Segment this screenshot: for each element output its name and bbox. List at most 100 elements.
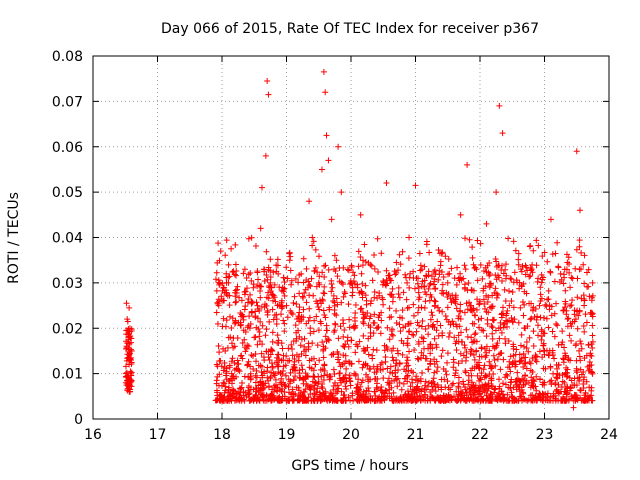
data-point <box>385 272 392 279</box>
data-point <box>421 305 428 312</box>
data-point <box>555 263 562 270</box>
data-point <box>435 304 442 311</box>
data-point <box>483 333 490 340</box>
data-point-key <box>258 184 265 191</box>
data-point <box>306 357 313 364</box>
data-point <box>561 344 568 351</box>
data-point <box>496 335 503 342</box>
grid-lines <box>93 56 609 419</box>
data-point <box>285 383 292 390</box>
data-point <box>301 348 308 355</box>
data-point <box>239 380 246 387</box>
data-point <box>312 246 319 253</box>
data-point <box>361 241 368 248</box>
data-point <box>551 333 558 340</box>
data-point <box>509 288 516 295</box>
data-point <box>543 315 550 322</box>
data-point <box>486 347 493 354</box>
data-point-key <box>528 379 535 386</box>
data-point <box>295 279 302 286</box>
data-point <box>491 356 498 363</box>
data-point <box>340 293 347 300</box>
data-point <box>573 367 580 374</box>
data-point <box>287 369 294 376</box>
data-point <box>220 285 227 292</box>
data-point-key <box>576 207 583 214</box>
data-point <box>371 388 378 395</box>
data-point <box>361 314 368 321</box>
data-point <box>426 249 433 256</box>
data-point <box>415 296 422 303</box>
data-point <box>492 285 499 292</box>
data-point <box>488 305 495 312</box>
data-point <box>232 241 239 248</box>
data-point <box>267 395 274 402</box>
data-point <box>219 323 226 330</box>
data-point <box>265 289 272 296</box>
data-point <box>346 372 353 379</box>
data-point <box>432 298 439 305</box>
data-point-key <box>444 279 451 286</box>
data-point <box>314 342 321 349</box>
data-point <box>573 246 580 253</box>
data-point <box>501 394 508 401</box>
data-point <box>371 294 378 301</box>
data-point <box>512 396 519 403</box>
data-point <box>499 277 506 284</box>
data-point-key <box>122 370 129 377</box>
data-point <box>218 363 225 370</box>
data-point <box>476 301 483 308</box>
data-point <box>482 354 489 361</box>
data-point <box>311 395 318 402</box>
data-point <box>296 290 303 297</box>
data-point <box>522 372 529 379</box>
data-point <box>371 311 378 318</box>
data-point <box>507 368 514 375</box>
data-point <box>576 347 583 354</box>
data-point <box>229 377 236 384</box>
data-point <box>515 256 522 263</box>
data-point <box>293 335 300 342</box>
data-point <box>247 321 254 328</box>
data-point-key <box>573 148 580 155</box>
data-point <box>236 368 243 375</box>
data-point <box>340 320 347 327</box>
data-point <box>435 247 442 254</box>
data-point <box>269 338 276 345</box>
data-point <box>422 272 429 279</box>
data-point <box>223 317 230 324</box>
data-point <box>362 282 369 289</box>
data-point <box>274 357 281 364</box>
data-point <box>577 386 584 393</box>
data-point <box>445 333 452 340</box>
data-point <box>334 273 341 280</box>
data-point <box>515 250 522 257</box>
data-point-key <box>393 357 400 364</box>
data-point <box>418 304 425 311</box>
data-point <box>427 358 434 365</box>
data-point <box>338 299 345 306</box>
data-point <box>413 373 420 380</box>
data-point <box>461 394 468 401</box>
data-point <box>465 377 472 384</box>
data-point <box>315 327 322 334</box>
data-point <box>468 302 475 309</box>
data-point <box>433 344 440 351</box>
data-point <box>405 255 412 262</box>
data-point <box>430 321 437 328</box>
data-point <box>455 315 462 322</box>
y-axis-label: ROTI / TECUs <box>6 192 22 284</box>
data-point <box>432 285 439 292</box>
data-point <box>560 355 567 362</box>
data-point <box>454 264 461 271</box>
data-point <box>241 397 248 404</box>
data-point <box>358 288 365 295</box>
data-point <box>444 304 451 311</box>
data-point-key <box>228 370 235 377</box>
data-point <box>349 390 356 397</box>
data-point <box>279 385 286 392</box>
data-point <box>312 264 319 271</box>
data-point <box>433 368 440 375</box>
data-point <box>444 378 451 385</box>
data-point <box>552 381 559 388</box>
